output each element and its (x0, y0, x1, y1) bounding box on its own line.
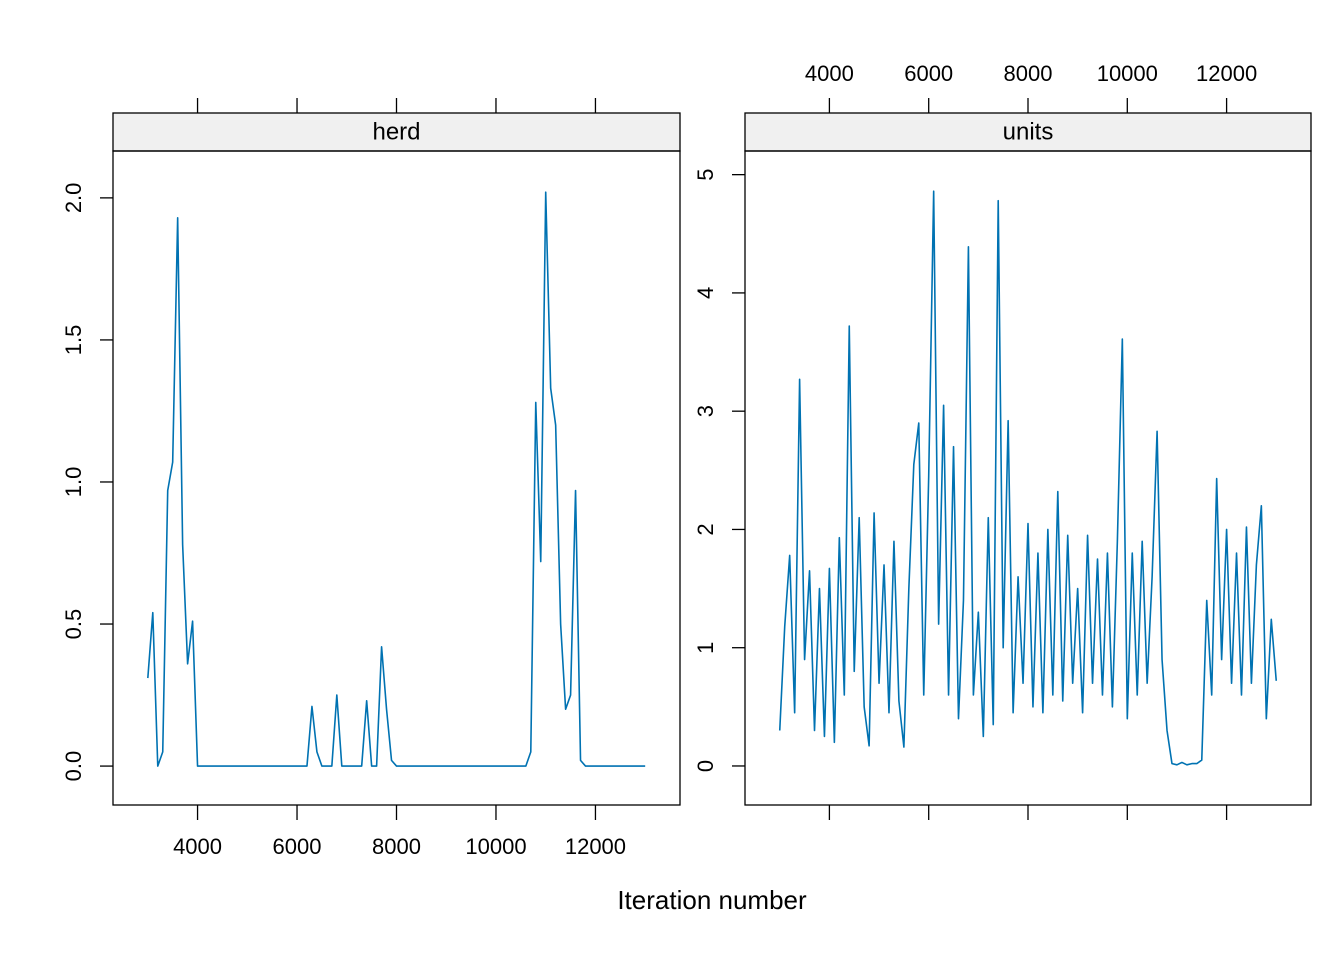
x-tick-label: 4000 (805, 61, 854, 86)
y-tick-label: 3 (693, 405, 718, 417)
y-tick-label: 0.5 (61, 609, 86, 640)
x-tick-label: 10000 (465, 834, 526, 859)
x-tick-label: 4000 (173, 834, 222, 859)
y-tick-label: 1.0 (61, 467, 86, 498)
y-tick-label: 4 (693, 287, 718, 299)
y-tick-label: 2 (693, 523, 718, 535)
y-tick-label: 1 (693, 642, 718, 654)
y-tick-label: 5 (693, 169, 718, 181)
panel-title: herd (372, 118, 420, 145)
y-tick-label: 2.0 (61, 183, 86, 214)
x-tick-label: 8000 (372, 834, 421, 859)
x-tick-label: 12000 (565, 834, 626, 859)
x-tick-label: 6000 (273, 834, 322, 859)
x-axis-label: Iteration number (617, 885, 807, 915)
x-tick-label: 12000 (1196, 61, 1257, 86)
x-tick-label: 10000 (1097, 61, 1158, 86)
x-tick-label: 6000 (904, 61, 953, 86)
panel-frame (744, 150, 1312, 806)
y-tick-label: 0 (693, 760, 718, 772)
strip (112, 112, 681, 152)
y-tick-label: 1.5 (61, 325, 86, 356)
strip (744, 112, 1312, 152)
panel-title: units (1003, 118, 1054, 145)
trace-line (147, 191, 646, 767)
y-tick-label: 0.0 (61, 751, 86, 782)
panel-frame (112, 150, 681, 806)
x-tick-label: 8000 (1004, 61, 1053, 86)
trace-line (778, 190, 1278, 766)
